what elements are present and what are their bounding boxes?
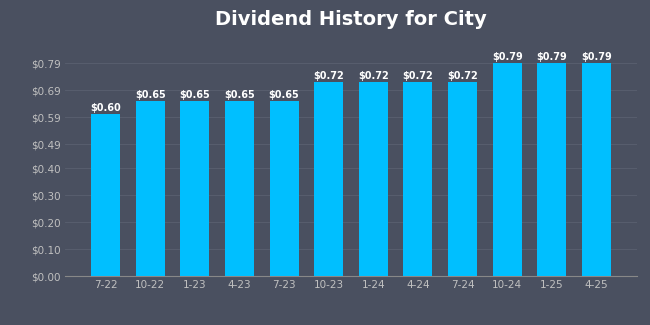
Bar [270, 101, 298, 276]
Text: $0.79: $0.79 [536, 52, 567, 62]
Bar [582, 63, 611, 276]
Text: $0.60: $0.60 [90, 103, 121, 113]
Bar [493, 63, 522, 276]
Bar [180, 101, 209, 276]
Bar [404, 82, 432, 276]
Text: $0.65: $0.65 [268, 90, 300, 100]
Text: $0.79: $0.79 [492, 52, 523, 62]
Text: $0.65: $0.65 [135, 90, 166, 100]
Bar [538, 63, 566, 276]
Text: $0.72: $0.72 [313, 71, 344, 81]
Title: Dividend History for City: Dividend History for City [215, 10, 487, 29]
Bar [91, 114, 120, 276]
Bar [359, 82, 388, 276]
Text: $0.79: $0.79 [581, 52, 612, 62]
Text: $0.72: $0.72 [447, 71, 478, 81]
Text: $0.65: $0.65 [179, 90, 210, 100]
Bar [314, 82, 343, 276]
Text: $0.72: $0.72 [358, 71, 389, 81]
Text: $0.72: $0.72 [402, 71, 434, 81]
Bar [448, 82, 477, 276]
Bar [136, 101, 164, 276]
Text: $0.65: $0.65 [224, 90, 255, 100]
Bar [225, 101, 254, 276]
